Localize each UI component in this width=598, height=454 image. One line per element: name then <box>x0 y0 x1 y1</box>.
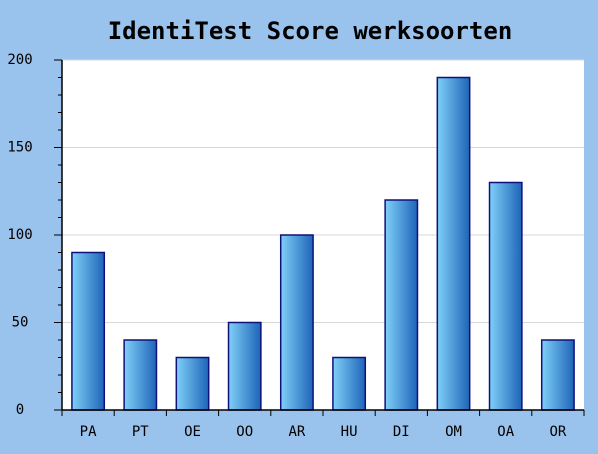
bar <box>384 199 419 411</box>
bar <box>436 76 471 411</box>
x-tick-label: HU <box>341 424 358 440</box>
y-tick-label: 200 <box>7 52 32 68</box>
bar <box>488 181 523 411</box>
bar <box>332 356 367 411</box>
x-tick-label: OO <box>236 424 253 440</box>
bar <box>123 339 158 411</box>
chart-title: IdentiTest Score werksoorten <box>108 17 513 45</box>
x-tick-label: OA <box>497 424 514 440</box>
x-tick-label: DI <box>393 424 410 440</box>
bar <box>540 339 575 411</box>
x-tick-label: OE <box>184 424 201 440</box>
x-tick-label: AR <box>288 424 305 440</box>
x-tick-label: OR <box>549 424 566 440</box>
bar <box>227 321 262 411</box>
y-tick-label: 50 <box>12 315 29 331</box>
bar <box>279 234 314 411</box>
x-tick-label: OM <box>445 424 462 440</box>
x-tick-label: PA <box>80 424 97 440</box>
y-tick-label: 100 <box>7 227 32 243</box>
y-tick-label: 150 <box>7 140 32 156</box>
x-tick-label: PT <box>132 424 149 440</box>
bar <box>175 356 210 411</box>
bar <box>71 251 106 411</box>
y-tick-label: 0 <box>16 402 24 418</box>
